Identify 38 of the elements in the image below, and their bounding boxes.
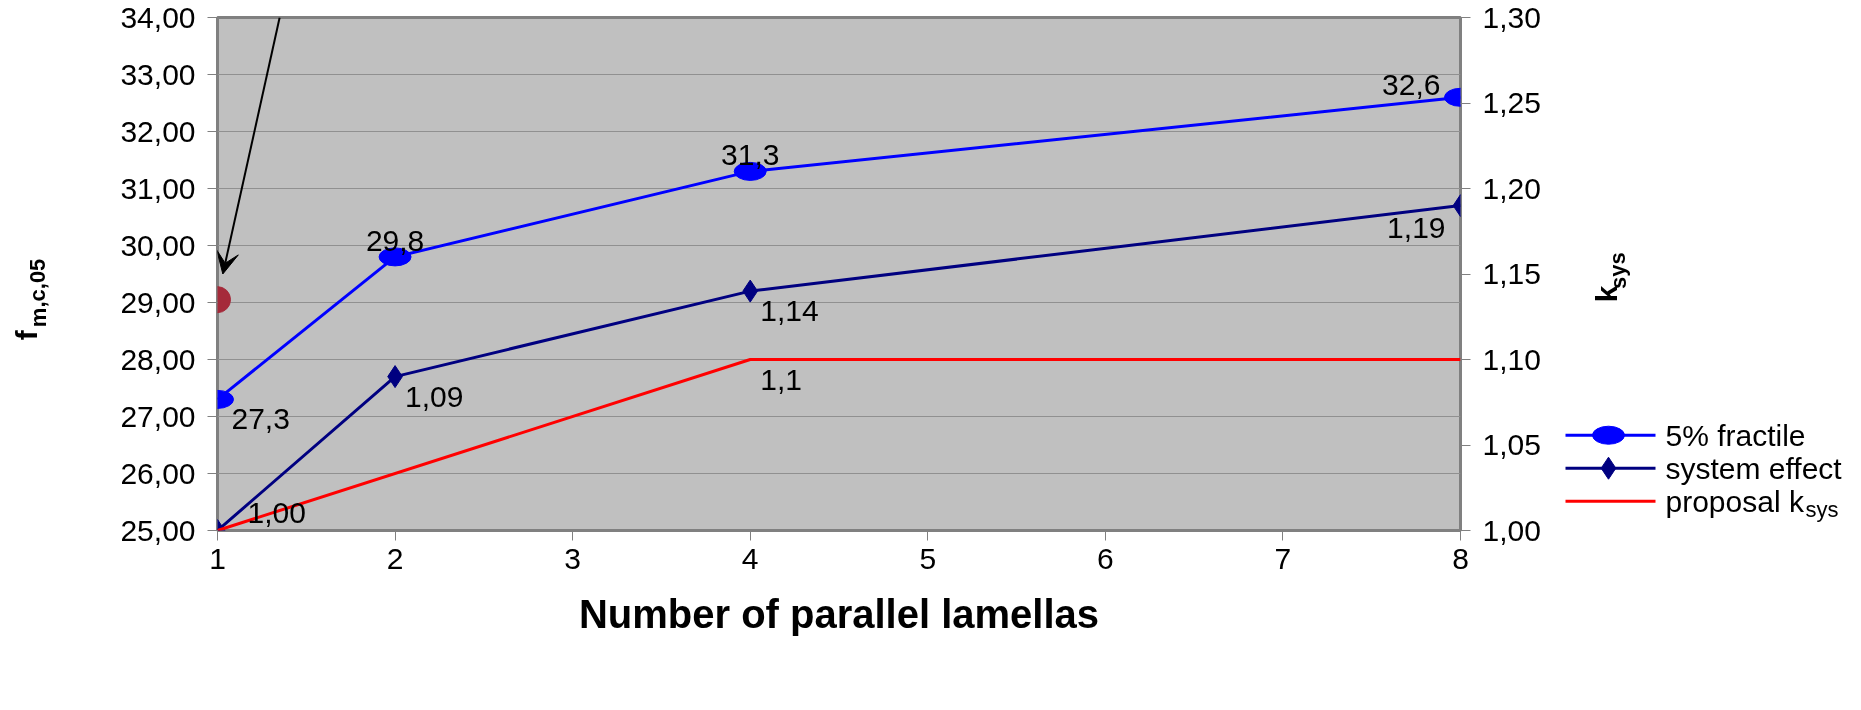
data-label: 32,6 <box>1382 68 1441 102</box>
data-label: 1,19 <box>1387 210 1446 244</box>
data-label: 27,3 <box>231 402 290 436</box>
y2-tick-label: 1,05 <box>1482 428 1541 461</box>
x-tick-label: 2 <box>386 541 404 575</box>
y2-tick-label: 1,20 <box>1482 171 1541 205</box>
x-tick-label: 6 <box>1097 541 1114 575</box>
y-tick-label: 29,00 <box>120 285 196 319</box>
y-tick-label: 32,00 <box>120 114 196 148</box>
y-tick-label: 28,00 <box>120 342 196 376</box>
y-tick-label: 33,00 <box>120 57 196 91</box>
y-axis-title: fm,c,05 <box>9 258 51 341</box>
data-label: 29,8 <box>365 223 425 257</box>
y-tick-label: 30,00 <box>120 228 196 262</box>
y-tick-label: 25,00 <box>120 513 196 547</box>
x-tick-label: 3 <box>564 541 581 575</box>
y2-tick-label: 1,30 <box>1482 0 1541 34</box>
y-tick-label: 27,00 <box>120 399 196 433</box>
x-axis-title: Number of parallel lamellas <box>578 591 1100 636</box>
x-tick-label: 1 <box>209 541 226 575</box>
y2-axis-title: ksys <box>1589 252 1631 303</box>
y-tick-label: 31,00 <box>120 171 196 205</box>
x-tick-label: 8 <box>1452 541 1469 575</box>
x-tick-label: 5 <box>919 541 937 575</box>
y2-tick-label: 1,10 <box>1482 342 1541 376</box>
x-tick-label: 7 <box>1274 541 1292 575</box>
data-label: 1,14 <box>760 294 819 328</box>
data-label: 1,09 <box>405 379 464 413</box>
y2-tick-label: 1,15 <box>1482 257 1541 290</box>
y-tick-label: 34,00 <box>120 0 196 34</box>
y-tick-label: 26,00 <box>120 456 196 490</box>
y2-tick-label: 1,25 <box>1482 86 1541 119</box>
legend-label: system effect <box>1665 451 1843 485</box>
y2-tick-label: 1,00 <box>1482 513 1541 547</box>
data-label: 1,1 <box>760 362 802 396</box>
legend-label: 5% fractile <box>1665 418 1806 452</box>
x-tick-label: 4 <box>741 541 759 575</box>
data-label: 31,3 <box>721 138 780 172</box>
